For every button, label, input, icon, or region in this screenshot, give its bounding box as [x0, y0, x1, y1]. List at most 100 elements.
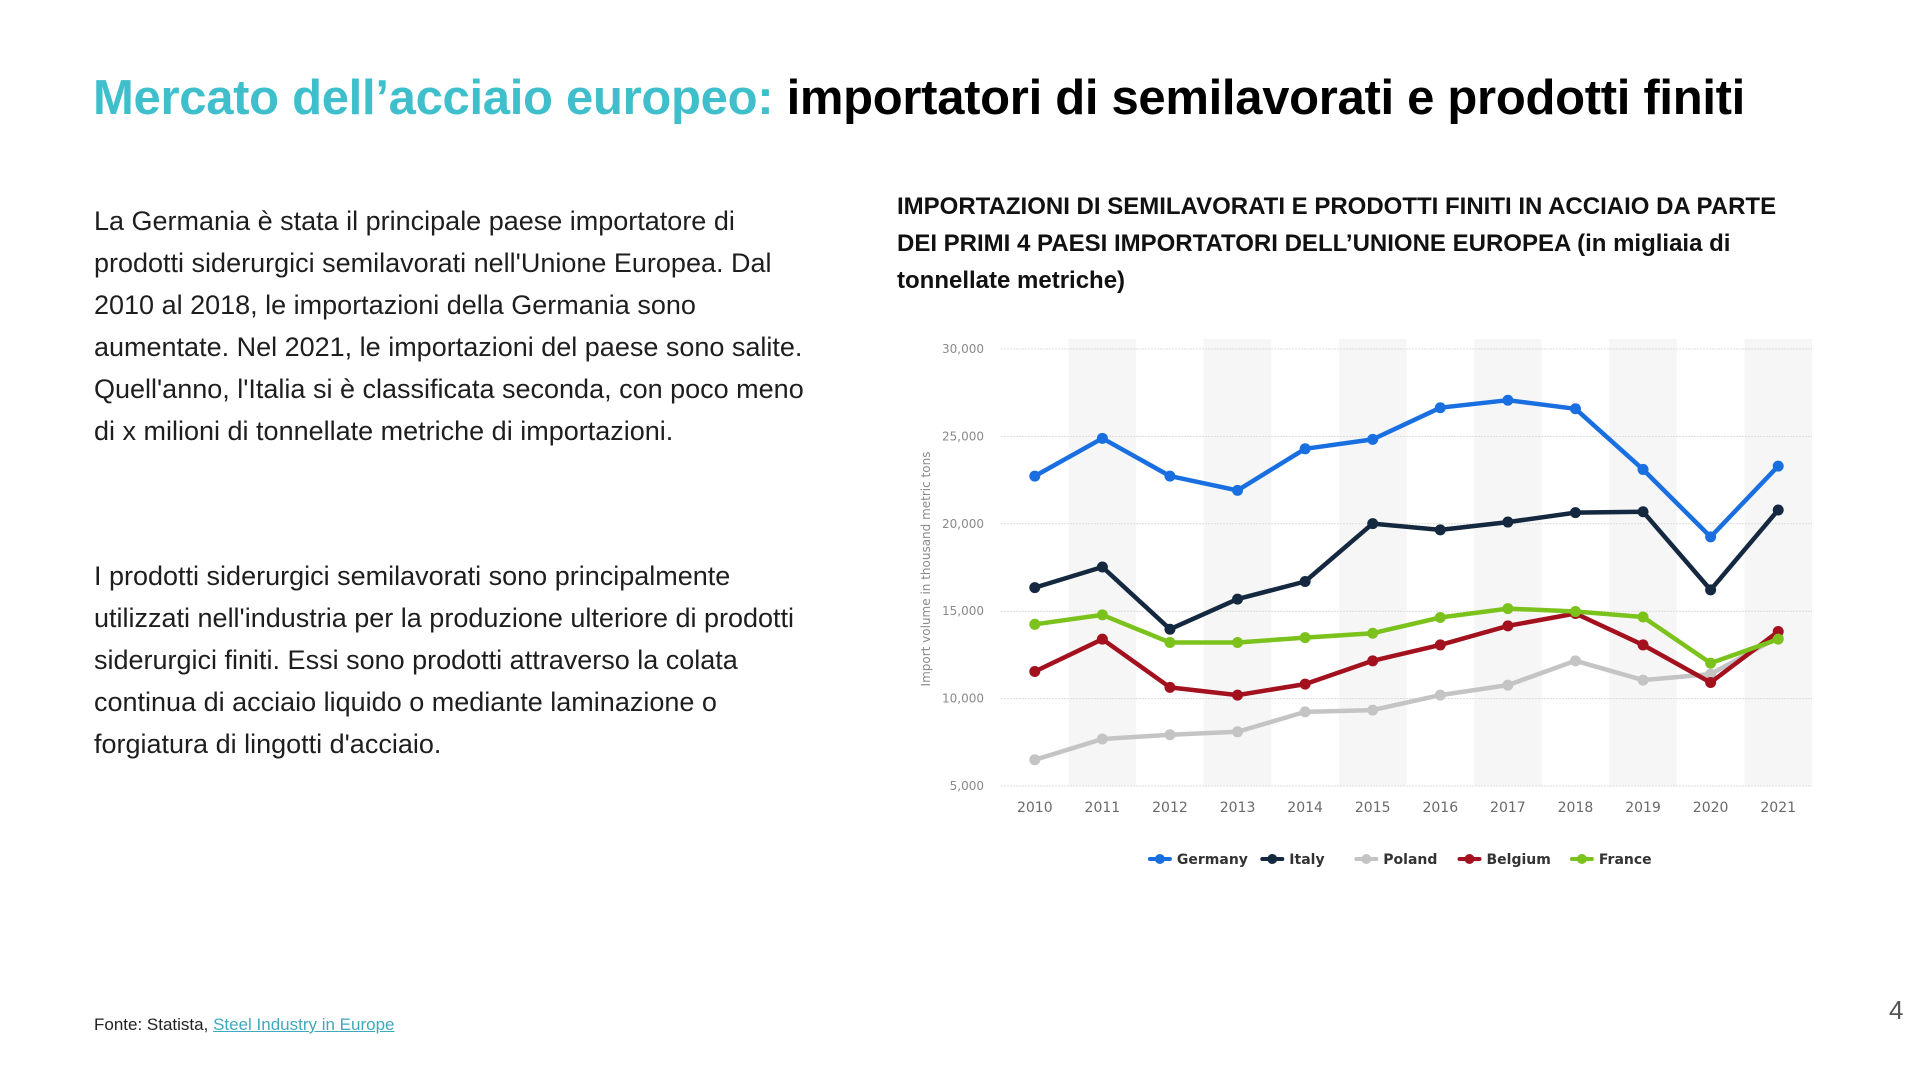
data-point-germany: [1164, 470, 1176, 482]
data-point-france: [1299, 632, 1311, 644]
data-point-belgium: [1029, 666, 1041, 678]
data-point-italy: [1705, 584, 1717, 596]
data-point-germany: [1705, 531, 1717, 543]
data-point-belgium: [1232, 689, 1244, 701]
x-tick-label: 2013: [1220, 800, 1256, 816]
data-point-germany: [1772, 460, 1784, 472]
gridlines: [1001, 348, 1812, 787]
series-france: [1029, 603, 1784, 669]
data-point-france: [1232, 636, 1244, 648]
legend-label: Belgium: [1487, 852, 1551, 868]
page-number: 4: [1889, 995, 1904, 1025]
footer-source: Fonte: Statista, Steel Industry in Europ…: [94, 1015, 395, 1035]
legend-item-france[interactable]: France: [1569, 852, 1652, 868]
x-tick-label: 2010: [1017, 800, 1053, 816]
x-tick-label: 2018: [1558, 800, 1594, 816]
data-point-poland: [1029, 754, 1041, 766]
data-point-italy: [1502, 516, 1514, 528]
source-prefix: Fonte: Statista,: [94, 1015, 214, 1034]
x-tick-label: 2011: [1085, 800, 1121, 816]
data-point-poland: [1502, 679, 1514, 691]
data-point-france: [1569, 606, 1581, 618]
x-tick-label: 2015: [1355, 800, 1391, 816]
data-point-belgium: [1096, 633, 1108, 645]
column-stripes: [1068, 339, 1812, 786]
y-tick-label: 15,000: [942, 604, 984, 618]
data-point-belgium: [1299, 678, 1311, 690]
column-stripe: [1609, 339, 1677, 786]
body-paragraph-2: I prodotti siderurgici semilavorati sono…: [94, 561, 795, 759]
legend-label: Poland: [1383, 852, 1437, 868]
legend-label: Italy: [1289, 852, 1324, 868]
series-line-belgium: [1032, 611, 1781, 698]
legend-label: France: [1599, 852, 1652, 868]
data-point-france: [1367, 627, 1379, 639]
x-tick-label: 2016: [1422, 800, 1458, 816]
data-point-france: [1029, 618, 1041, 630]
x-tick-label: 2019: [1625, 800, 1661, 816]
data-point-belgium: [1705, 677, 1717, 689]
data-point-poland: [1232, 726, 1244, 738]
data-point-poland: [1637, 674, 1649, 686]
legend-item-belgium[interactable]: Belgium: [1457, 852, 1551, 868]
legend-swatch-marker: [1464, 854, 1475, 864]
y-axis-title: Import volume in thousand metric tons: [919, 452, 933, 687]
series-italy: [1029, 504, 1784, 635]
data-point-belgium: [1502, 620, 1514, 632]
data-point-poland: [1569, 655, 1581, 667]
y-tick-label: 30,000: [942, 342, 984, 356]
data-point-belgium: [1434, 639, 1446, 651]
x-tick-label: 2021: [1760, 800, 1796, 816]
legend-label: Germany: [1177, 852, 1248, 868]
series-germany: [1029, 394, 1784, 543]
data-point-germany: [1637, 463, 1649, 475]
data-point-poland: [1096, 733, 1108, 745]
y-tick-label: 25,000: [942, 429, 984, 443]
series-line-poland: [1032, 635, 1781, 763]
data-point-germany: [1434, 402, 1446, 414]
data-point-france: [1096, 609, 1108, 621]
series-line-germany: [1032, 397, 1781, 540]
data-point-france: [1637, 611, 1649, 623]
line-chart: 5,000 10,000 15,000 20,000 25,000 30,000 Impo…: [919, 339, 1812, 868]
data-point-germany: [1029, 470, 1041, 482]
data-point-italy: [1637, 506, 1649, 518]
data-point-france: [1434, 611, 1446, 623]
data-point-poland: [1434, 689, 1446, 701]
column-stripe: [1744, 339, 1812, 786]
data-point-italy: [1434, 524, 1446, 536]
series-lines: [1029, 394, 1784, 766]
x-tick-label: 2017: [1490, 800, 1526, 816]
data-point-italy: [1772, 504, 1784, 516]
column-stripe: [1474, 339, 1542, 786]
data-point-belgium: [1367, 655, 1379, 667]
source-link[interactable]: Steel Industry in Europe: [213, 1015, 395, 1034]
data-point-italy: [1029, 582, 1041, 594]
data-point-germany: [1502, 394, 1514, 406]
y-tick-label: 20,000: [942, 517, 984, 531]
legend-item-germany[interactable]: Germany: [1147, 852, 1248, 868]
legend-item-italy[interactable]: Italy: [1260, 852, 1325, 868]
data-point-italy: [1232, 593, 1244, 605]
y-tick-label: 10,000: [942, 692, 984, 706]
data-point-france: [1705, 657, 1717, 669]
data-point-france: [1772, 633, 1784, 645]
data-point-poland: [1299, 706, 1311, 718]
slide-title-rest: importatori di semilavorati e prodotti f…: [786, 71, 1746, 125]
data-point-italy: [1367, 518, 1379, 530]
column-stripe: [1338, 339, 1407, 786]
data-point-italy: [1164, 623, 1176, 635]
data-point-germany: [1232, 484, 1244, 496]
data-point-belgium: [1772, 625, 1784, 637]
series-line-france: [1032, 606, 1781, 666]
chart-title: IMPORTAZIONI DI SEMILAVORATI E PRODOTTI …: [897, 193, 1777, 294]
x-tick-label: 2020: [1693, 800, 1729, 816]
legend-item-poland[interactable]: Poland: [1354, 852, 1437, 868]
x-axis-ticks: 2010 2011 2012 2013 2014 2015 2016 2017 2018 2019…: [1017, 800, 1796, 816]
legend-swatch-marker: [1267, 854, 1278, 864]
data-point-germany: [1096, 432, 1108, 444]
data-point-poland: [1367, 704, 1379, 716]
x-tick-label: 2012: [1152, 800, 1188, 816]
data-point-germany: [1367, 433, 1379, 445]
legend-swatch-marker: [1576, 854, 1587, 864]
